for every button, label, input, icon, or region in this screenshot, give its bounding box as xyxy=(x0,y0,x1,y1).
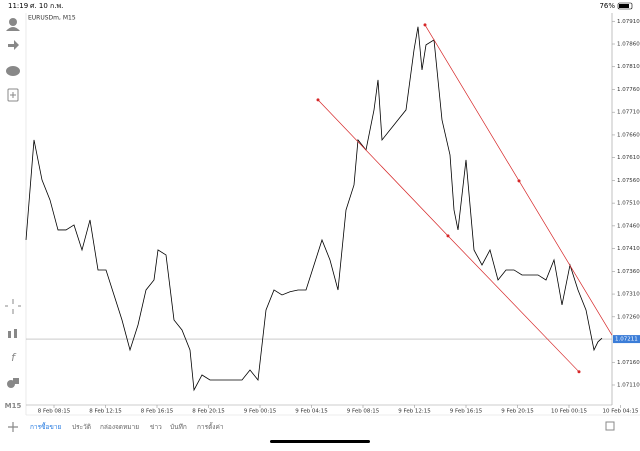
y-tick-label: 1.07910 xyxy=(617,19,640,25)
trend-point xyxy=(316,98,320,102)
trend-point xyxy=(517,179,521,183)
y-tick-label: 1.07560 xyxy=(617,178,640,184)
y-tick-label: 1.07810 xyxy=(617,64,640,70)
chart-title: EURUSDm, M15 xyxy=(28,15,76,22)
x-tick-label: 9 Feb 04:15 xyxy=(295,409,328,415)
current-price-box xyxy=(613,335,640,344)
price-line xyxy=(25,26,603,392)
y-tick-label: 1.07760 xyxy=(617,87,640,93)
status-time: 11:19 xyxy=(8,2,28,10)
y-tick-label: 1.07610 xyxy=(617,155,640,161)
y-tick-label: 1.07160 xyxy=(617,360,640,366)
x-tick-label: 9 Feb 12:15 xyxy=(398,409,431,415)
tab[interactable]: กล่องจดหมาย xyxy=(100,423,139,431)
indicator-icon[interactable]: f xyxy=(11,351,17,364)
y-tick-label: 1.07360 xyxy=(617,269,640,275)
x-tick-label: 9 Feb 16:15 xyxy=(450,409,483,415)
account-icon[interactable] xyxy=(9,18,17,26)
candle-icon-2 xyxy=(14,329,17,338)
y-tick-label: 1.07460 xyxy=(617,223,640,229)
tab[interactable]: การซื้อขาย xyxy=(30,422,61,431)
new-doc-plus xyxy=(10,92,16,98)
trend-point xyxy=(423,23,427,27)
x-tick-label: 9 Feb 20:15 xyxy=(501,409,534,415)
y-tick-label: 1.07510 xyxy=(617,201,640,207)
status-date: ศ. 10 ก.พ. xyxy=(30,2,63,10)
candle-icon[interactable] xyxy=(8,331,11,338)
tab[interactable]: ประวัติ xyxy=(72,423,91,431)
battery-icon xyxy=(617,2,633,10)
status-battery: 76% xyxy=(599,2,615,10)
y-tick-label: 1.07410 xyxy=(617,246,640,252)
x-tick-label: 8 Feb 08:15 xyxy=(38,409,71,415)
trend-point xyxy=(577,370,581,374)
objects-icon-2 xyxy=(13,378,19,384)
y-tick-label: 1.07310 xyxy=(617,292,640,298)
home-indicator xyxy=(270,440,370,443)
new-doc-icon[interactable] xyxy=(7,88,19,102)
current-price-label: 1.07211 xyxy=(615,337,638,343)
add-icon[interactable] xyxy=(8,422,18,432)
account-icon-body xyxy=(6,27,20,31)
y-tick-label: 1.07710 xyxy=(617,110,640,116)
y-tick-label: 1.07110 xyxy=(617,382,640,388)
x-tick-label: 10 Feb 00:15 xyxy=(551,409,588,415)
x-tick-label: 9 Feb 00:15 xyxy=(244,409,277,415)
share-icon[interactable] xyxy=(8,40,19,50)
x-tick-label: 8 Feb 16:15 xyxy=(141,409,174,415)
tab[interactable]: การตั้งค่า xyxy=(197,422,224,431)
x-tick-label: 9 Feb 08:15 xyxy=(347,409,380,415)
battery-level xyxy=(619,4,629,8)
x-tick-label: 8 Feb 20:15 xyxy=(192,409,225,415)
timeframe-button[interactable]: M15 xyxy=(5,402,22,410)
x-tick-label: 10 Feb 04:15 xyxy=(602,409,639,415)
x-tick-label: 8 Feb 12:15 xyxy=(89,409,122,415)
chat-icon[interactable] xyxy=(6,66,20,76)
y-tick-label: 1.07260 xyxy=(617,314,640,320)
crosshair-icon[interactable] xyxy=(5,299,21,314)
trend-point xyxy=(446,234,450,238)
tab[interactable]: บันทึก xyxy=(170,423,187,431)
sidebar-icons: f xyxy=(5,18,21,432)
tab[interactable]: ข่าว xyxy=(150,423,162,431)
layout-icon[interactable] xyxy=(605,421,615,431)
y-tick-label: 1.07660 xyxy=(617,132,640,138)
y-tick-label: 1.07860 xyxy=(617,42,640,48)
